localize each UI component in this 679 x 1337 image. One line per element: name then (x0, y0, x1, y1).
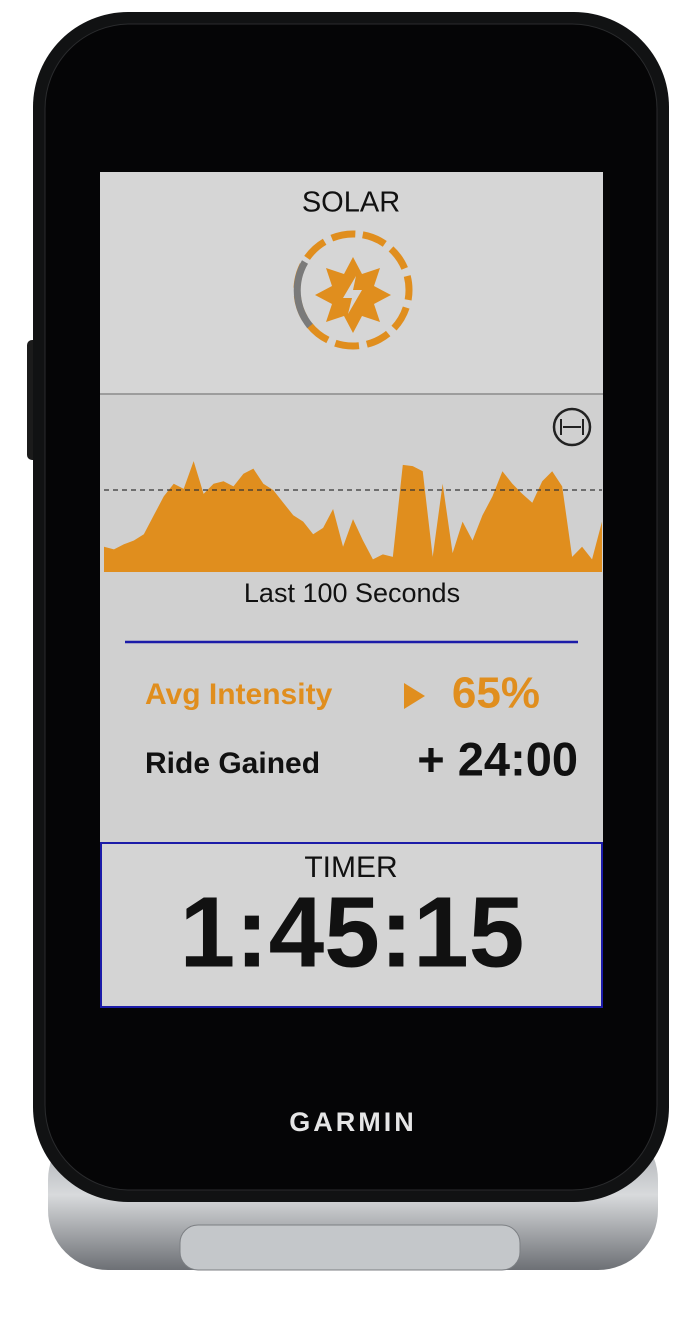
timer-panel (100, 842, 603, 1008)
screen-title: SOLAR (302, 187, 400, 219)
area (104, 461, 602, 572)
chart (104, 461, 602, 572)
button[interactable] (179, 1224, 521, 1271)
metric-value: + 24:00 (417, 732, 578, 785)
chart-caption: Last 100 Seconds (244, 578, 460, 608)
zoom-icon[interactable] (552, 407, 592, 447)
brand-logo: GARMIN (289, 1107, 417, 1137)
solar-icon (293, 230, 413, 350)
metric-value: 65% (452, 669, 540, 718)
timer-label: TIMER (304, 851, 397, 884)
indicator (404, 683, 425, 709)
timer-value: 1:45:15 (180, 876, 525, 988)
metric-label: Ride Gained (145, 747, 320, 780)
metric-label: Avg Intensity (145, 678, 333, 711)
